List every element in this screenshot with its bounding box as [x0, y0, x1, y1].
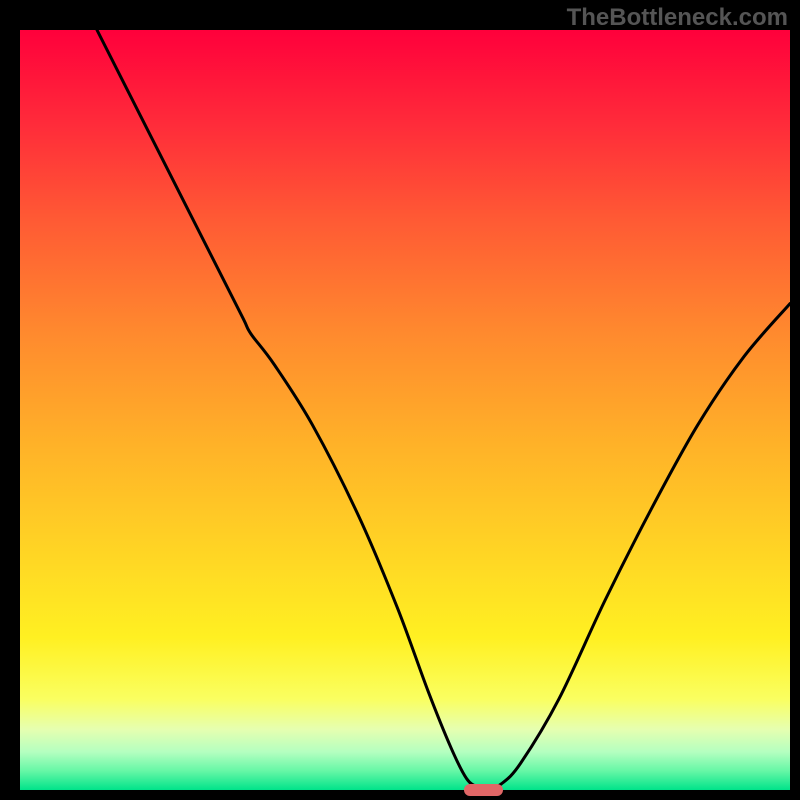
valley-marker: [464, 784, 503, 796]
bottleneck-curve: [97, 30, 790, 788]
watermark-text: TheBottleneck.com: [567, 4, 788, 32]
chart-container: TheBottleneck.com: [0, 0, 800, 800]
plot-area: [20, 30, 790, 790]
curve-layer: [20, 30, 790, 790]
